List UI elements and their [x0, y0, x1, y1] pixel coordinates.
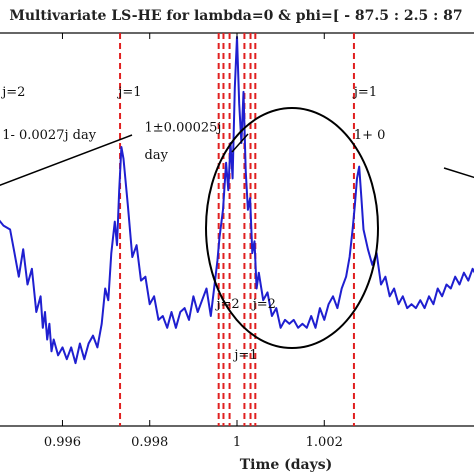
annotation-label: j=2	[0, 85, 25, 100]
x-tick-label: 1.002	[306, 435, 343, 450]
x-axis: 0.996 0.998 1 1.002	[44, 33, 343, 450]
annotation-label: j=2	[251, 297, 276, 312]
leader-line	[0, 134, 133, 187]
x-axis-label: Time (days)	[240, 457, 332, 473]
plot-area	[0, 32, 474, 427]
annotation-labels: j=2 1- 0.0027j day j=1 1±0.00025j day j=2 j=1 j…	[0, 85, 385, 363]
annotation-label: j=1	[352, 85, 377, 100]
leader-line	[231, 133, 249, 153]
annotation-label: j=2	[215, 297, 240, 312]
reference-lines	[119, 33, 355, 426]
annotation-label: day	[145, 148, 169, 163]
plot-frame	[0, 32, 474, 427]
series-line	[0, 35, 474, 365]
annotation-shapes	[0, 107, 474, 349]
annotation-label: j=1	[232, 348, 257, 363]
x-tick-label: 1	[233, 435, 241, 450]
highlight-ellipse	[205, 107, 379, 349]
x-tick-label: 0.998	[131, 435, 168, 450]
leader-line	[443, 167, 474, 179]
annotation-label: 1±0.00025j	[145, 120, 222, 135]
annotation-label: 1- 0.0027j day	[2, 128, 97, 143]
annotation-label: 1+ 0	[354, 128, 386, 143]
series-layer	[0, 35, 474, 365]
annotation-label: j=1	[116, 85, 141, 100]
x-tick-label: 0.996	[44, 435, 81, 450]
chart-title: Multivariate LS-HE for lambda=0 & phi=[ …	[9, 8, 462, 24]
